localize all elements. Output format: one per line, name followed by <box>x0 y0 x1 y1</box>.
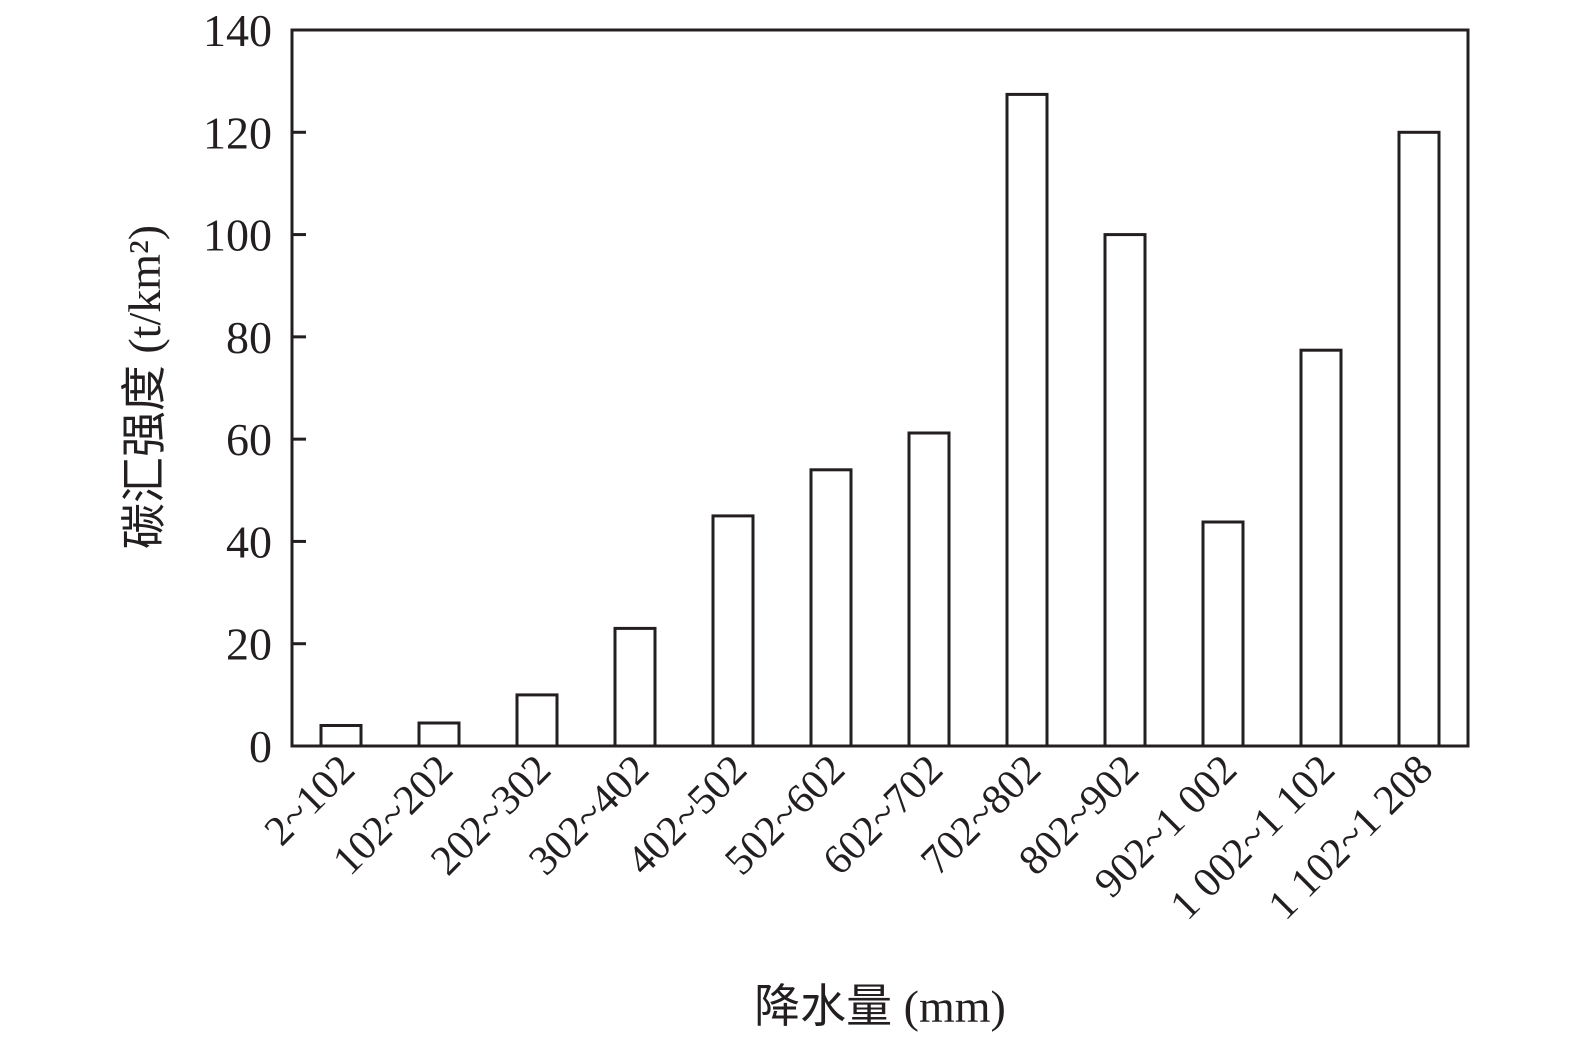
bar-6 <box>809 468 853 748</box>
bar-7 <box>907 431 951 748</box>
bars-layer <box>319 92 1441 748</box>
y-tick-label: 100 <box>203 210 272 261</box>
y-axis-title: 碳汇强度 (t/km²) <box>119 225 170 549</box>
y-ticks-layer: 0 20 40 60 80 100 120 140 <box>203 5 306 772</box>
y-tick-label: 0 <box>249 721 272 772</box>
x-tick-labels-layer: 2~102102~202202~302302~402402~502502~602… <box>256 747 1442 929</box>
bar-1 <box>319 724 363 748</box>
plot-frame <box>290 28 1470 748</box>
bar-5 <box>711 514 755 748</box>
bar-3 <box>515 693 559 748</box>
y-tick-label: 40 <box>226 516 272 567</box>
bar-4 <box>613 626 657 748</box>
y-tick-label: 140 <box>203 5 272 56</box>
y-tick-label: 120 <box>203 107 272 158</box>
bar-12 <box>1397 130 1441 748</box>
x-axis-title: 降水量 (mm) <box>754 981 1006 1032</box>
y-tick-label: 20 <box>226 619 272 670</box>
y-tick-label: 60 <box>226 414 272 465</box>
y-tick-label: 80 <box>226 312 272 363</box>
bar-11 <box>1299 348 1343 748</box>
bar-8 <box>1005 92 1049 748</box>
bar-10 <box>1201 520 1245 748</box>
bar-9 <box>1103 233 1147 748</box>
bar-2 <box>417 721 461 748</box>
